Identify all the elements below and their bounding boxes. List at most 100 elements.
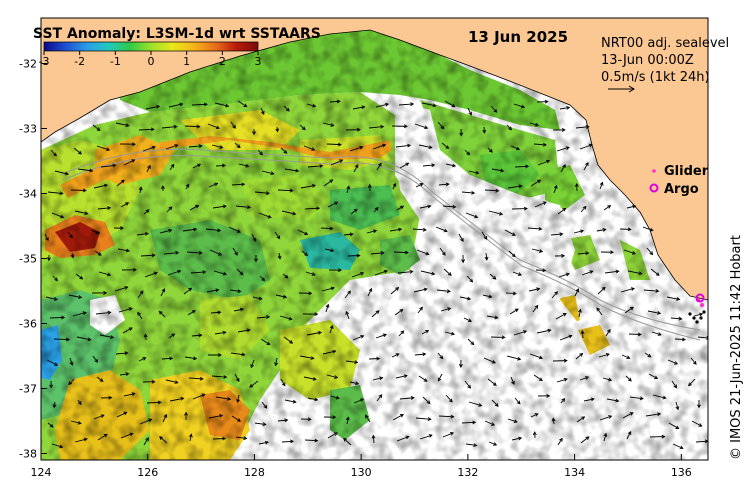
current-arrow-head	[523, 206, 528, 211]
current-arrow	[507, 185, 522, 189]
current-arrow	[93, 414, 104, 420]
current-arrow-head	[400, 330, 405, 335]
current-arrow	[530, 413, 539, 418]
current-arrow	[145, 105, 160, 110]
current-arrow-head	[492, 275, 497, 280]
current-arrow	[555, 313, 567, 320]
current-arrow	[575, 126, 589, 129]
current-arrow	[137, 312, 143, 320]
bathymetry-contours	[59, 148, 701, 341]
current-arrow	[646, 247, 653, 255]
current-arrow-head	[151, 253, 156, 258]
current-arrow-head	[169, 356, 174, 361]
current-arrow	[307, 397, 318, 401]
current-arrow-head	[585, 125, 590, 129]
current-arrow	[140, 254, 155, 257]
current-arrow	[647, 310, 661, 314]
current-arrow	[325, 304, 329, 313]
current-arrow	[159, 436, 168, 444]
current-arrow	[467, 338, 474, 345]
current-arrow-head	[89, 168, 94, 173]
current-arrow	[398, 330, 404, 337]
current-arrow	[256, 316, 270, 319]
current-arrow	[324, 248, 334, 252]
current-arrow-head	[574, 182, 579, 187]
current-arrow-head	[198, 333, 203, 338]
current-arrow	[90, 229, 100, 234]
current-arrow-head	[188, 287, 193, 292]
current-arrow	[280, 378, 286, 386]
current-arrow	[322, 122, 334, 127]
current-arrow	[159, 229, 172, 234]
current-arrow-head	[266, 315, 271, 320]
current-arrow-head	[218, 252, 223, 256]
current-arrow-head	[373, 229, 378, 234]
current-arrow-head	[87, 337, 92, 342]
current-arrow	[598, 353, 610, 358]
current-arrow-head	[54, 362, 59, 366]
current-arrow	[92, 355, 98, 363]
current-arrow	[192, 393, 205, 400]
current-arrow-head	[124, 351, 129, 356]
current-arrow	[231, 415, 241, 422]
current-arrow	[261, 170, 274, 175]
current-arrow	[120, 432, 133, 439]
current-arrow-head	[267, 214, 272, 219]
current-arrow-head	[175, 250, 180, 255]
y-tick-label: -33	[19, 123, 37, 136]
current-arrow	[234, 373, 240, 382]
current-arrow-head	[563, 377, 568, 382]
current-arrow	[45, 296, 58, 300]
current-arrow	[98, 271, 111, 276]
current-arrow-head	[579, 229, 585, 234]
current-arrow	[327, 432, 338, 439]
current-arrow	[620, 287, 635, 293]
plot-frame	[40, 17, 709, 461]
current-arrow	[189, 434, 192, 442]
current-arrow-head	[223, 375, 228, 379]
current-arrow-head	[380, 251, 385, 255]
current-arrow-head	[266, 341, 271, 346]
current-arrow-head	[579, 352, 584, 357]
current-arrow	[46, 359, 58, 366]
current-arrow-head	[615, 398, 620, 403]
current-arrow	[445, 394, 453, 403]
current-arrow	[486, 315, 498, 319]
current-arrow-head	[65, 337, 70, 342]
current-arrow-head	[222, 436, 227, 441]
current-arrow	[162, 414, 167, 423]
current-arrow-head	[150, 127, 155, 132]
current-arrow	[183, 287, 192, 295]
position-dot	[702, 310, 706, 314]
current-arrow	[282, 273, 289, 279]
current-arrow	[184, 356, 197, 360]
current-arrow	[556, 146, 570, 152]
current-arrow	[350, 208, 358, 215]
current-arrow-head	[676, 297, 681, 301]
current-arrow	[303, 376, 316, 380]
current-arrow-head	[378, 162, 382, 167]
current-arrow	[626, 431, 632, 440]
current-arrow-head	[288, 316, 293, 321]
current-arrow-head	[151, 379, 156, 384]
current-arrow-head	[431, 271, 436, 276]
current-arrow	[297, 229, 308, 235]
current-arrow-head	[47, 257, 51, 262]
current-arrow-head	[295, 168, 300, 173]
current-arrow	[422, 164, 435, 167]
current-arrow	[96, 145, 110, 151]
current-arrow-head	[49, 384, 54, 389]
current-arrow	[560, 164, 566, 173]
current-arrow-head	[163, 413, 168, 418]
current-arrow-head	[562, 207, 567, 212]
current-arrow-head	[355, 381, 360, 386]
y-tick-label: -37	[19, 383, 37, 396]
current-arrow	[697, 336, 708, 339]
current-arrow-head	[368, 287, 373, 292]
current-arrow-head	[254, 258, 258, 263]
current-arrow	[652, 394, 666, 399]
current-arrow-head	[379, 376, 384, 381]
current-arrow	[349, 146, 363, 152]
current-arrow-head	[234, 251, 238, 256]
current-arrow	[251, 233, 257, 242]
